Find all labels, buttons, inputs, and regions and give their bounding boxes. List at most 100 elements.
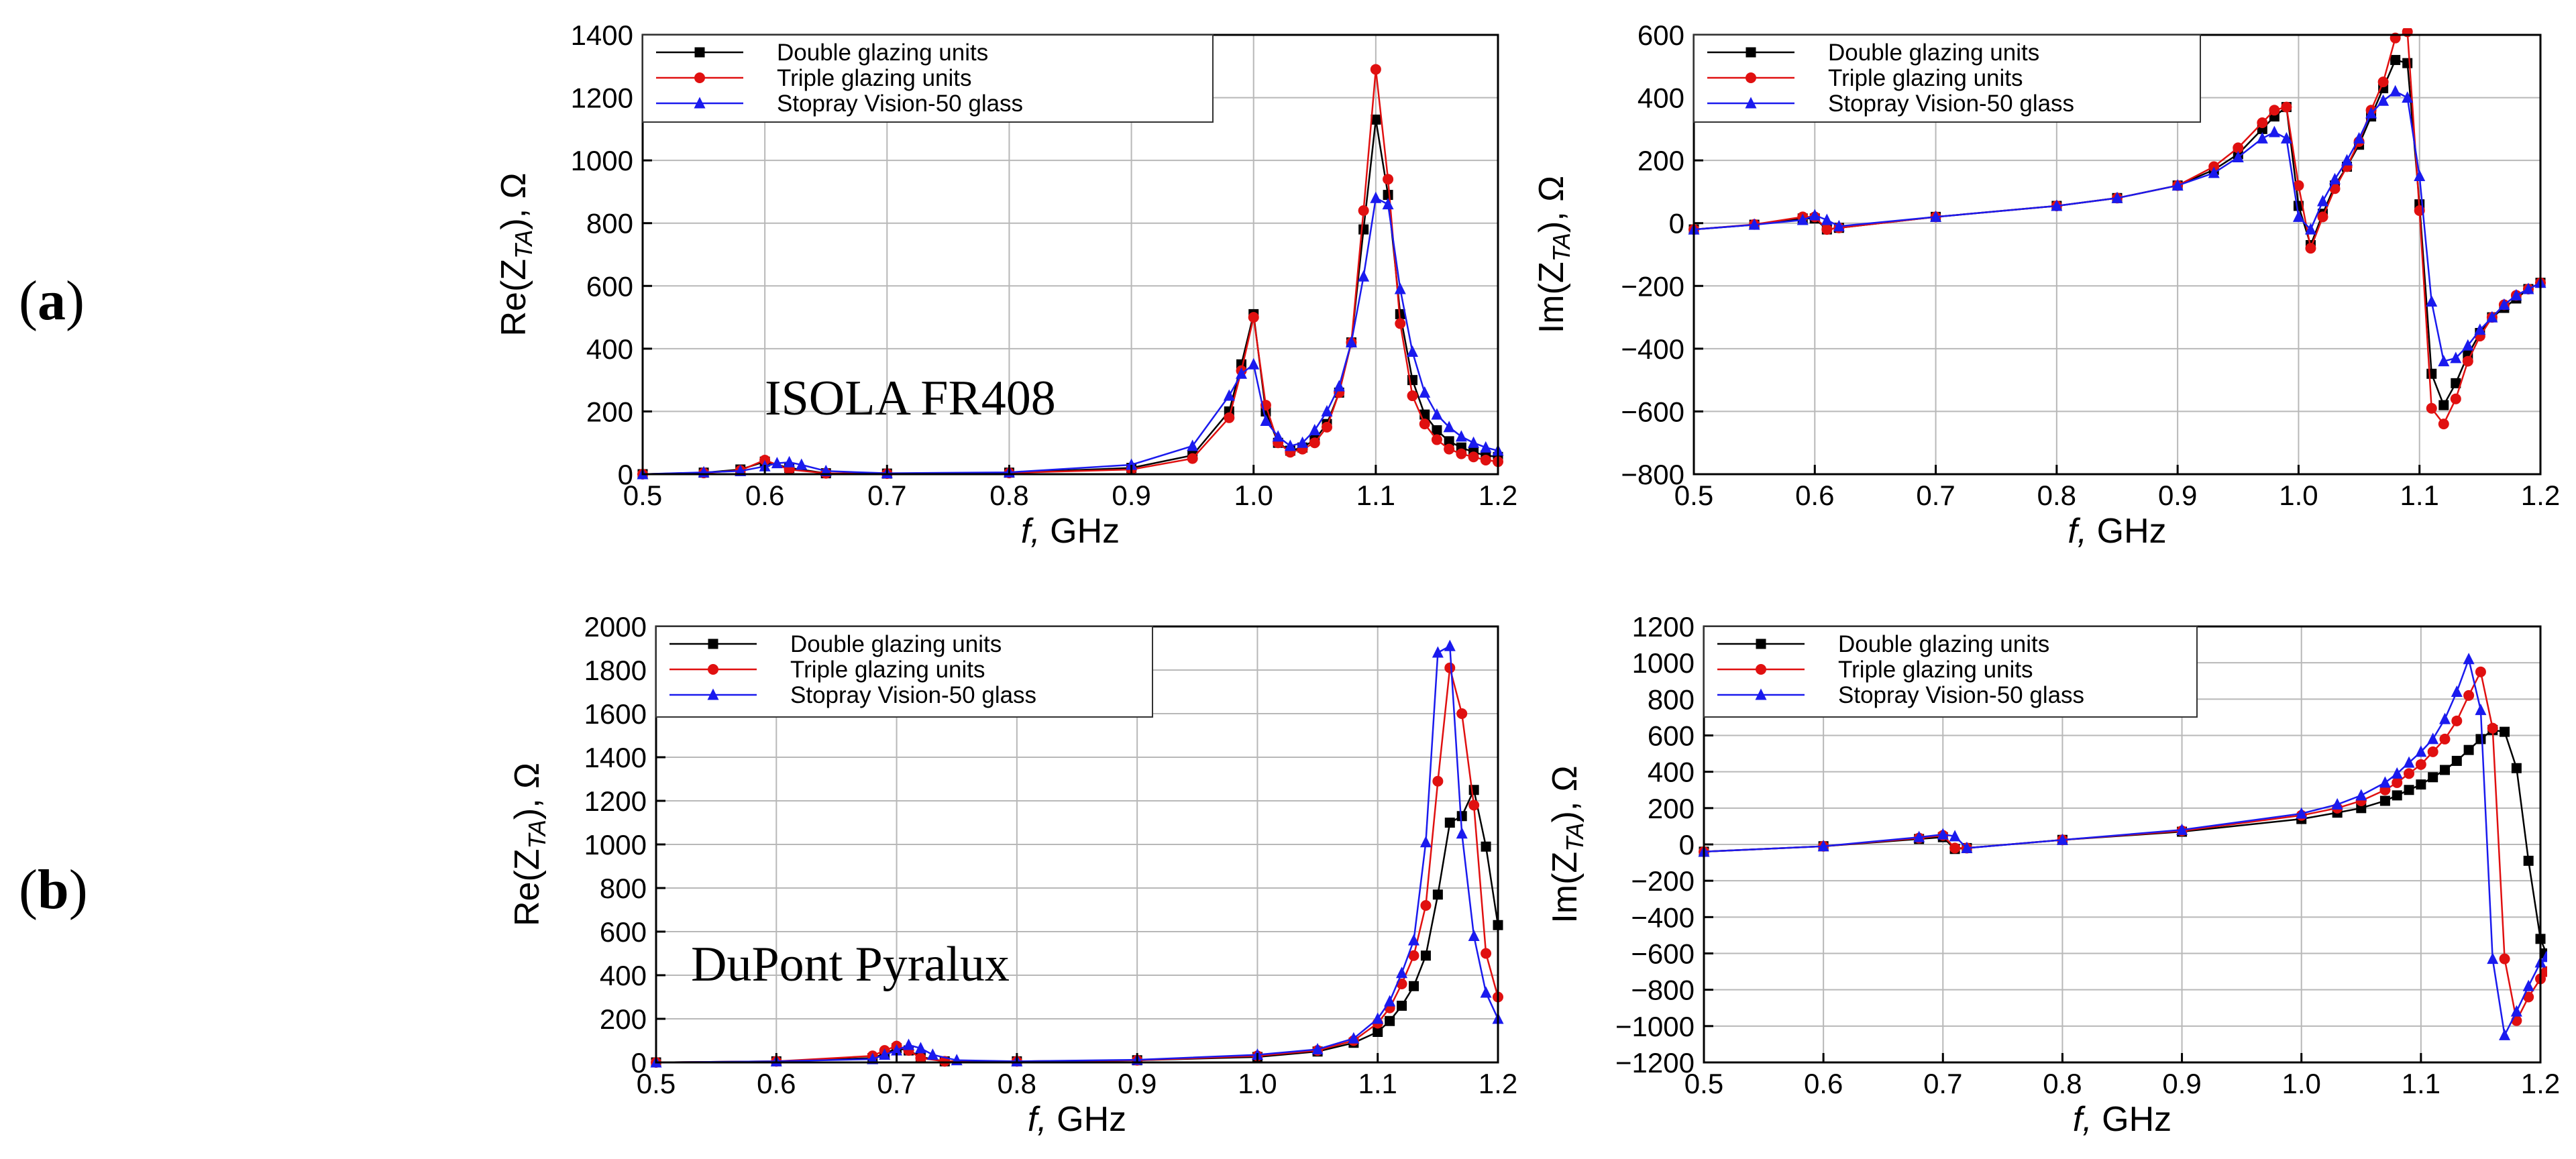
data-point xyxy=(2540,966,2547,977)
x-axis-title: f, GHz xyxy=(2073,1100,2171,1139)
x-tick-label: 0.9 xyxy=(2162,1068,2201,1099)
data-point xyxy=(1409,981,1419,991)
y-tick-label: 1000 xyxy=(571,145,633,176)
x-tick-label: 1.2 xyxy=(1479,1068,1517,1099)
data-point xyxy=(926,1048,938,1060)
x-tick-label: 0.6 xyxy=(1804,1068,1843,1099)
data-point xyxy=(2392,790,2402,801)
data-point xyxy=(2522,979,2534,991)
data-point xyxy=(2523,855,2534,866)
data-point xyxy=(1394,282,1406,294)
y-tick-label: 1400 xyxy=(571,19,633,51)
series-line-3 xyxy=(642,197,1499,476)
data-point xyxy=(1431,408,1443,420)
y-tick-label: −400 xyxy=(1621,333,1684,365)
data-point xyxy=(1456,708,1468,719)
y-tick-label: 400 xyxy=(586,333,633,365)
data-point xyxy=(2257,117,2268,128)
data-point xyxy=(1937,828,1949,840)
data-point xyxy=(1322,421,1332,433)
legend-box xyxy=(1703,626,2198,718)
data-point xyxy=(1358,270,1370,282)
data-point xyxy=(2377,76,2389,88)
data-point xyxy=(2541,948,2547,958)
legend-marker-1 xyxy=(708,639,718,649)
data-point xyxy=(2426,368,2437,379)
data-point xyxy=(2391,767,2403,779)
data-point xyxy=(1260,414,1272,426)
data-point xyxy=(1345,336,1357,347)
x-tick-label: 0.8 xyxy=(989,480,1028,511)
legend-label-3: Stopray Vision-50 glass xyxy=(1828,91,2074,117)
data-point xyxy=(2451,755,2462,766)
data-point xyxy=(1444,436,1454,447)
data-point xyxy=(1444,639,1456,651)
chart-a-im: 0.5 0.6 0.7 0.8 0.9 1.0 1.1 1.2 −800 −600 −400 −200… xyxy=(1532,19,2560,551)
data-point xyxy=(1455,430,1467,442)
data-point xyxy=(2281,101,2292,113)
legend-marker-3 xyxy=(1745,97,1757,109)
x-tick-label: 0.5 xyxy=(1684,1068,1723,1099)
data-point xyxy=(2474,323,2486,335)
data-point xyxy=(2500,726,2510,737)
data-point xyxy=(2402,91,2414,103)
data-point xyxy=(2329,183,2341,195)
x-tick-label: 0.5 xyxy=(637,1068,676,1099)
data-point xyxy=(1443,421,1455,433)
chart-b-re: 0.5 0.6 0.7 0.8 0.9 1.0 1.1 1.2 0 200 400 600 800 100… xyxy=(508,611,1517,1139)
x-tick-label: 1.0 xyxy=(1238,1068,1277,1099)
legend-marker-1 xyxy=(1746,47,1756,58)
y-tick-label: −200 xyxy=(1631,865,1695,897)
data-point xyxy=(1309,424,1321,435)
legend-marker-3 xyxy=(694,97,706,109)
data-point xyxy=(2341,154,2353,166)
data-point xyxy=(2317,211,2328,223)
data-point xyxy=(2390,54,2401,65)
y-tick-label: 400 xyxy=(1638,82,1684,114)
data-point xyxy=(2404,768,2415,779)
data-point xyxy=(1481,841,1491,852)
series-line-2 xyxy=(655,667,1499,1064)
data-point xyxy=(2356,803,2367,814)
data-point xyxy=(2427,732,2439,744)
x-axis-title: f, GHz xyxy=(2068,512,2166,551)
data-point xyxy=(1373,1027,1383,1037)
y-tick-label: 0 xyxy=(1669,208,1684,239)
data-point xyxy=(1821,224,1833,235)
data-point xyxy=(2523,991,2534,1003)
data-point xyxy=(2402,58,2413,68)
data-point xyxy=(2451,715,2463,726)
data-point xyxy=(1480,986,1492,998)
x-tick-label: 0.6 xyxy=(745,480,784,511)
data-point xyxy=(1444,662,1456,673)
data-point xyxy=(2331,797,2343,810)
data-point xyxy=(1456,448,1467,459)
panel-annotation: DuPont Pyralux xyxy=(691,937,1010,992)
y-axis-title: Re(ZTA), Ω xyxy=(508,763,551,926)
data-point xyxy=(1371,114,1381,125)
legend-label-3: Stopray Vision-50 glass xyxy=(790,682,1036,708)
data-point xyxy=(2463,744,2474,755)
data-point xyxy=(914,1042,926,1054)
x-tick-label: 0.6 xyxy=(1795,480,1834,511)
data-point xyxy=(2208,166,2220,178)
data-point xyxy=(1468,930,1480,941)
legend-label-2: Triple glazing units xyxy=(1838,657,2033,683)
data-point xyxy=(1419,419,1430,430)
data-point xyxy=(2438,355,2450,367)
y-tick-label: 1600 xyxy=(584,698,647,730)
data-point xyxy=(2438,419,2449,430)
legend-marker-1 xyxy=(694,47,705,58)
data-point xyxy=(1382,198,1394,210)
chart-b-im: 0.5 0.6 0.7 0.8 0.9 1.0 1.1 1.2 −1200 −1000 −800 −6… xyxy=(1546,611,2560,1139)
data-point xyxy=(2415,745,2427,757)
data-point xyxy=(1385,1015,1395,1026)
data-point xyxy=(1949,830,1961,842)
data-point xyxy=(2256,131,2268,144)
legend-label-2: Triple glazing units xyxy=(1828,65,2023,91)
data-point xyxy=(1187,453,1198,464)
data-point xyxy=(1383,190,1393,201)
x-tick-label: 1.0 xyxy=(1234,480,1273,511)
y-tick-label: −1200 xyxy=(1615,1047,1695,1079)
